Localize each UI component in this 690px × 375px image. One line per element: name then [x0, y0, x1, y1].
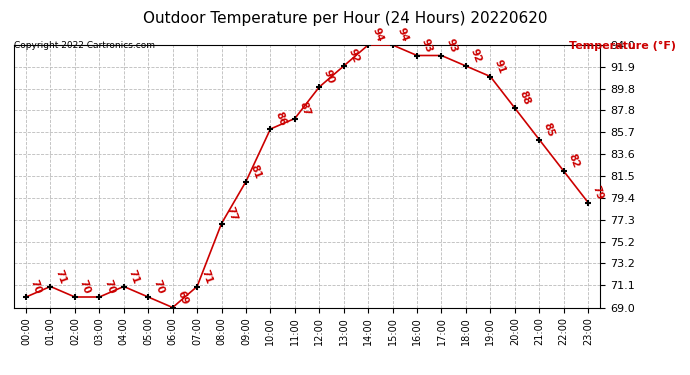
- Text: 82: 82: [566, 153, 581, 170]
- Text: 77: 77: [224, 205, 239, 222]
- Text: 71: 71: [126, 268, 141, 285]
- Text: 87: 87: [297, 100, 312, 117]
- Text: 85: 85: [542, 121, 556, 138]
- Text: 69: 69: [175, 289, 190, 306]
- Text: 71: 71: [53, 268, 68, 285]
- Text: 92: 92: [346, 48, 361, 64]
- Text: 94: 94: [371, 27, 385, 44]
- Text: 93: 93: [444, 37, 459, 54]
- Text: 70: 70: [151, 279, 166, 296]
- Text: 70: 70: [78, 279, 92, 296]
- Text: 86: 86: [273, 111, 288, 128]
- Text: Outdoor Temperature per Hour (24 Hours) 20220620: Outdoor Temperature per Hour (24 Hours) …: [143, 11, 547, 26]
- Text: Temperature (°F): Temperature (°F): [569, 41, 676, 51]
- Text: 70: 70: [29, 279, 43, 296]
- Text: 90: 90: [322, 69, 336, 86]
- Text: 88: 88: [518, 90, 532, 106]
- Text: 71: 71: [200, 268, 215, 285]
- Text: 79: 79: [591, 184, 605, 201]
- Text: 81: 81: [248, 163, 263, 180]
- Text: 91: 91: [493, 58, 507, 75]
- Text: 92: 92: [469, 48, 483, 64]
- Text: 94: 94: [395, 27, 410, 44]
- Text: Copyright 2022 Cartronics.com: Copyright 2022 Cartronics.com: [14, 41, 155, 50]
- Text: 70: 70: [102, 279, 117, 296]
- Text: 93: 93: [420, 37, 434, 54]
